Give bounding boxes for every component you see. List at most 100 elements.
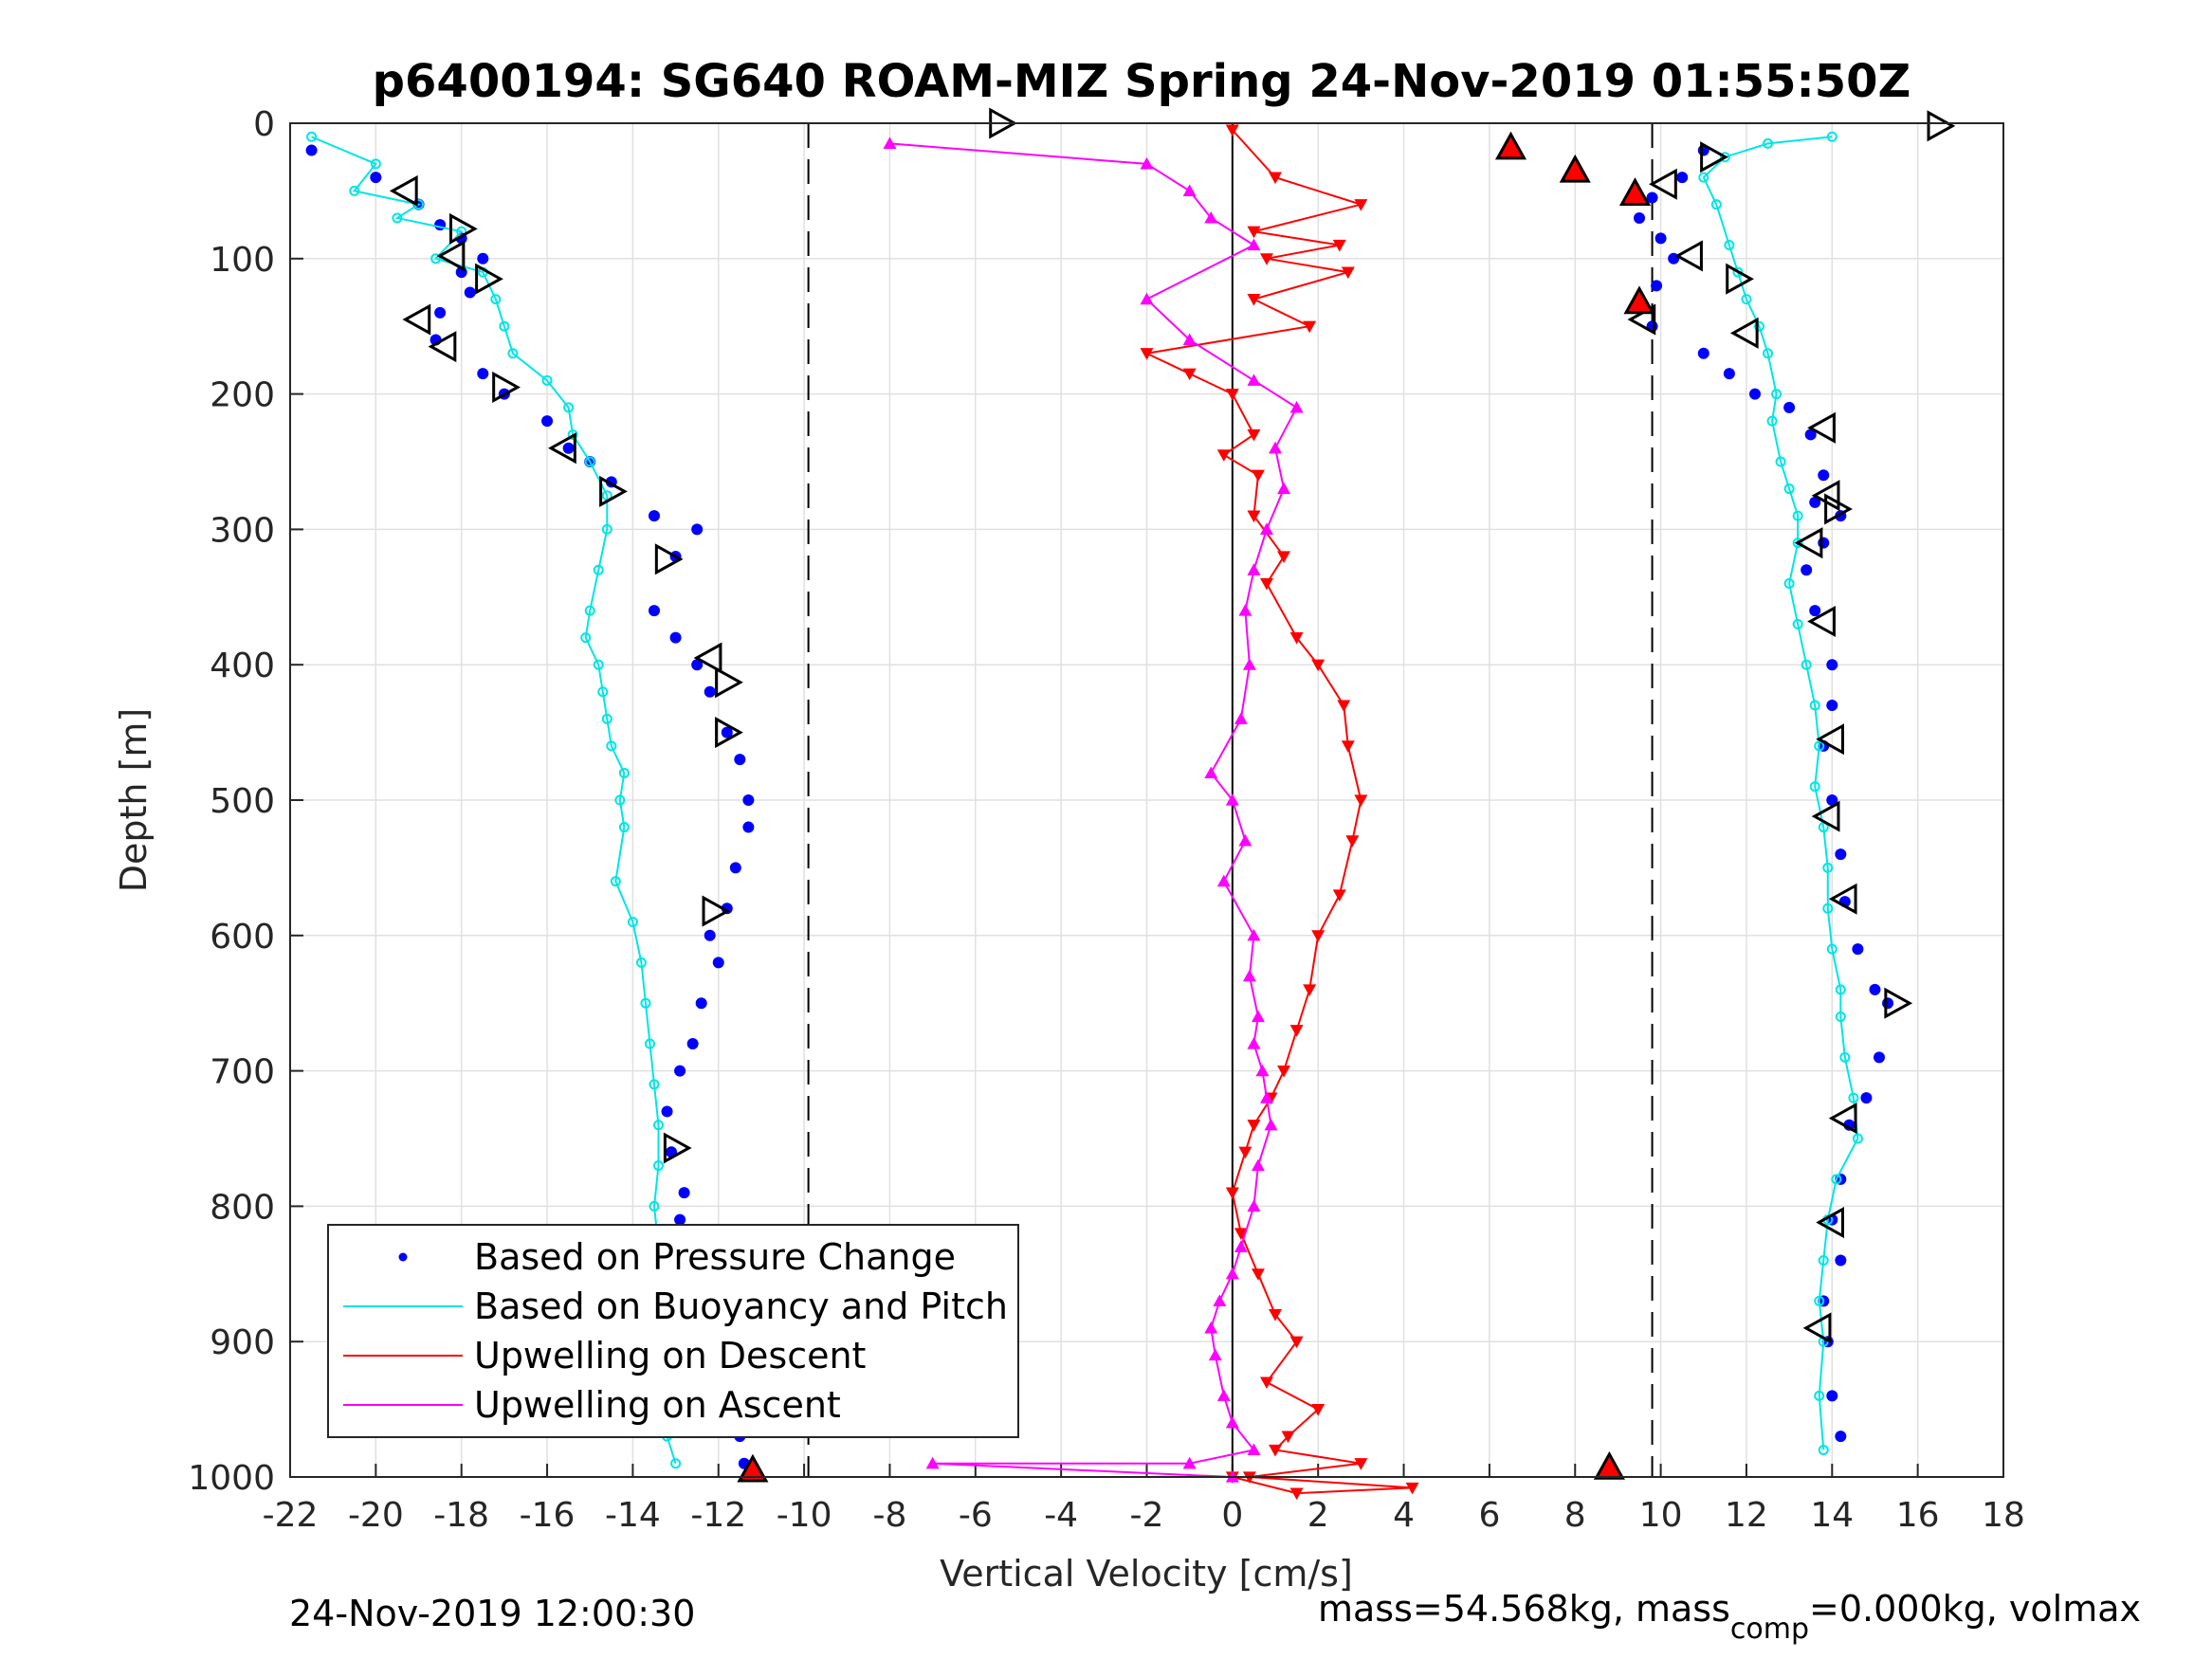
data-point [1311, 930, 1325, 942]
data-point [1247, 1443, 1261, 1456]
data-point [1676, 172, 1689, 184]
data-point [704, 929, 716, 941]
data-point [1259, 1376, 1273, 1390]
data-point [1860, 1092, 1873, 1104]
data-point [1269, 441, 1283, 454]
data-point [580, 632, 592, 644]
y-axis-label: Depth [m] [113, 708, 155, 893]
marker-right-triangle [599, 475, 628, 507]
data-point [1783, 578, 1795, 590]
marker-right-triangle [1824, 493, 1853, 525]
data-point [649, 1079, 660, 1090]
data-point [1264, 1118, 1278, 1131]
data-point [593, 564, 604, 575]
legend-label: Upwelling on Ascent [474, 1384, 841, 1426]
data-point [653, 1120, 665, 1131]
marker-left-triangle [1816, 723, 1844, 756]
series-line [1143, 129, 1413, 1495]
data-point [670, 1458, 682, 1469]
marker-up-triangle [737, 1453, 769, 1483]
data-point [1826, 1390, 1838, 1402]
data-point [1741, 294, 1752, 305]
data-point [649, 1200, 660, 1212]
data-point [1754, 320, 1765, 332]
data-point [1247, 1120, 1261, 1132]
data-point [1345, 835, 1360, 848]
plot-box [289, 122, 2004, 1478]
data-point [678, 1187, 690, 1199]
data-point [1766, 415, 1778, 427]
x-tick-label: -4 [1044, 1496, 1078, 1535]
x-axis-label: Vertical Velocity [cm/s] [940, 1553, 1353, 1595]
data-point [1289, 1336, 1304, 1349]
x-tick-label: -18 [433, 1496, 489, 1535]
data-point [1783, 483, 1795, 495]
marker-right-triangle [1726, 263, 1755, 295]
y-tick-label: 800 [210, 1188, 275, 1227]
marker-left-triangle [402, 303, 431, 336]
x-tick-label: 14 [1810, 1496, 1854, 1535]
data-point [1225, 793, 1239, 806]
marker-left-triangle [548, 432, 576, 465]
marker-up-triangle [1623, 285, 1655, 315]
marker-left-triangle [693, 642, 722, 674]
data-point [1814, 740, 1825, 752]
data-point [370, 172, 382, 184]
data-point [541, 415, 554, 428]
data-point [593, 659, 604, 670]
data-point [1281, 1431, 1295, 1444]
data-point [563, 402, 575, 413]
data-point [1804, 428, 1817, 441]
data-point [610, 876, 621, 887]
series-line [311, 136, 677, 1465]
data-point [584, 456, 595, 467]
data-point [1259, 253, 1273, 265]
marker-left-triangle [1794, 527, 1823, 559]
data-point [1247, 510, 1261, 523]
data-point [1835, 1431, 1847, 1443]
data-point [1873, 1051, 1885, 1064]
legend-swatch [398, 1252, 408, 1262]
data-point [1251, 1268, 1265, 1281]
x-tick-label: 0 [1221, 1496, 1243, 1535]
data-point [1140, 156, 1154, 170]
data-point [661, 1105, 673, 1118]
y-tick-label: 100 [210, 241, 275, 280]
series-line [889, 142, 1298, 1478]
data-point [1255, 1064, 1270, 1077]
legend-label: Based on Pressure Change [474, 1236, 956, 1278]
data-point [1354, 794, 1368, 807]
data-point [1289, 1487, 1304, 1501]
data-point [1311, 659, 1325, 672]
data-point [1634, 211, 1646, 224]
data-point [1724, 240, 1735, 251]
data-point [567, 428, 578, 440]
data-point [1259, 522, 1273, 535]
x-tick-label: 2 [1307, 1496, 1329, 1535]
data-point [742, 794, 755, 806]
data-point [742, 821, 755, 833]
data-point [1748, 388, 1761, 400]
data-point [669, 631, 682, 644]
y-tick-label: 0 [253, 105, 275, 144]
data-point [1651, 280, 1663, 292]
data-point [1354, 199, 1368, 211]
data-point [1182, 333, 1197, 346]
x-tick-label: -10 [777, 1496, 832, 1535]
data-point [1182, 184, 1197, 196]
data-point [1341, 740, 1355, 753]
marker-up-triangle [1494, 131, 1527, 160]
x-tick-label: -6 [959, 1496, 993, 1535]
data-point [1247, 226, 1261, 239]
marker-left-triangle [1649, 168, 1677, 200]
data-point [1783, 401, 1796, 413]
y-tick-label: 600 [210, 918, 275, 957]
marker-left-triangle [1828, 1103, 1857, 1135]
x-tick-label: 6 [1478, 1496, 1500, 1535]
legend-label: Based on Buoyancy and Pitch [474, 1285, 1008, 1327]
data-point [1225, 1267, 1239, 1280]
marker-right-triangle [702, 895, 731, 927]
data-point [1234, 1228, 1248, 1240]
data-point [653, 1160, 665, 1172]
data-point [507, 348, 519, 359]
